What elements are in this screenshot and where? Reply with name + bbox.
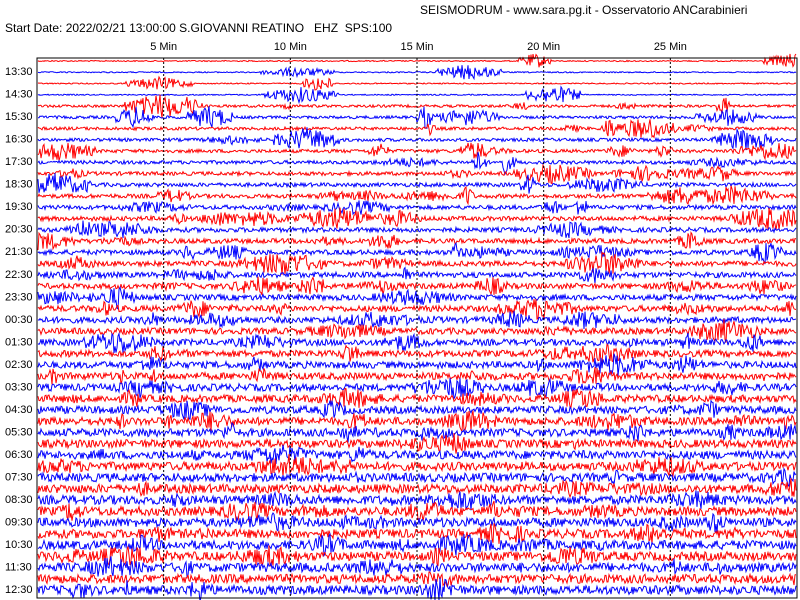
trace — [37, 151, 797, 176]
trace — [37, 532, 797, 558]
trace — [37, 571, 797, 588]
y-tick-label: 12:30 — [5, 584, 33, 596]
x-tick-label: 25 Min — [654, 41, 687, 53]
x-tick-label: 5 Min — [150, 41, 177, 53]
y-tick-label: 01:30 — [5, 336, 33, 348]
y-tick-label: 21:30 — [5, 246, 33, 258]
trace — [37, 577, 797, 600]
x-tick-label: 20 Min — [527, 41, 560, 53]
y-tick-label: 13:30 — [5, 66, 33, 78]
x-tick-label: 10 Min — [274, 41, 307, 53]
y-tick-label: 03:30 — [5, 381, 33, 393]
y-tick-label: 07:30 — [5, 471, 33, 483]
y-tick-label: 19:30 — [5, 201, 33, 213]
trace — [37, 410, 797, 434]
y-tick-label: 02:30 — [5, 359, 33, 371]
trace — [37, 163, 797, 185]
y-tick-label: 20:30 — [5, 224, 33, 236]
trace — [37, 556, 797, 578]
header-title: SEISMODRUM - www.sara.pg.it - Osservator… — [420, 3, 747, 17]
x-tick-label: 15 Min — [400, 41, 433, 53]
trace — [37, 207, 797, 231]
y-tick-label: 16:30 — [5, 134, 33, 146]
y-tick-label: 11:30 — [5, 561, 32, 573]
y-tick-label: 22:30 — [5, 269, 33, 281]
trace — [37, 276, 797, 296]
y-tick-label: 06:30 — [5, 449, 33, 461]
y-tick-label: 17:30 — [5, 156, 33, 168]
traces — [37, 53, 797, 600]
trace — [37, 523, 797, 545]
trace — [37, 367, 797, 385]
y-tick-label: 15:30 — [5, 111, 33, 123]
y-tick-label: 18:30 — [5, 179, 33, 191]
y-tick-label: 09:30 — [5, 516, 33, 528]
y-tick-label: 04:30 — [5, 404, 33, 416]
y-tick-label: 00:30 — [5, 314, 33, 326]
y-tick-label: 08:30 — [5, 494, 33, 506]
y-tick-label: 14:30 — [5, 89, 33, 101]
trace — [37, 220, 797, 239]
y-tick-label: 23:30 — [5, 291, 33, 303]
trace — [37, 241, 797, 265]
trace — [37, 467, 797, 488]
trace — [37, 266, 797, 284]
header-info: Start Date: 2022/02/21 13:00:00 S.GIOVAN… — [5, 21, 392, 35]
trace — [37, 119, 797, 139]
y-tick-label: 10:30 — [5, 539, 33, 551]
trace — [37, 53, 797, 68]
y-tick-label: 05:30 — [5, 426, 33, 438]
trace — [37, 172, 797, 194]
trace — [37, 377, 797, 401]
trace — [37, 127, 797, 151]
